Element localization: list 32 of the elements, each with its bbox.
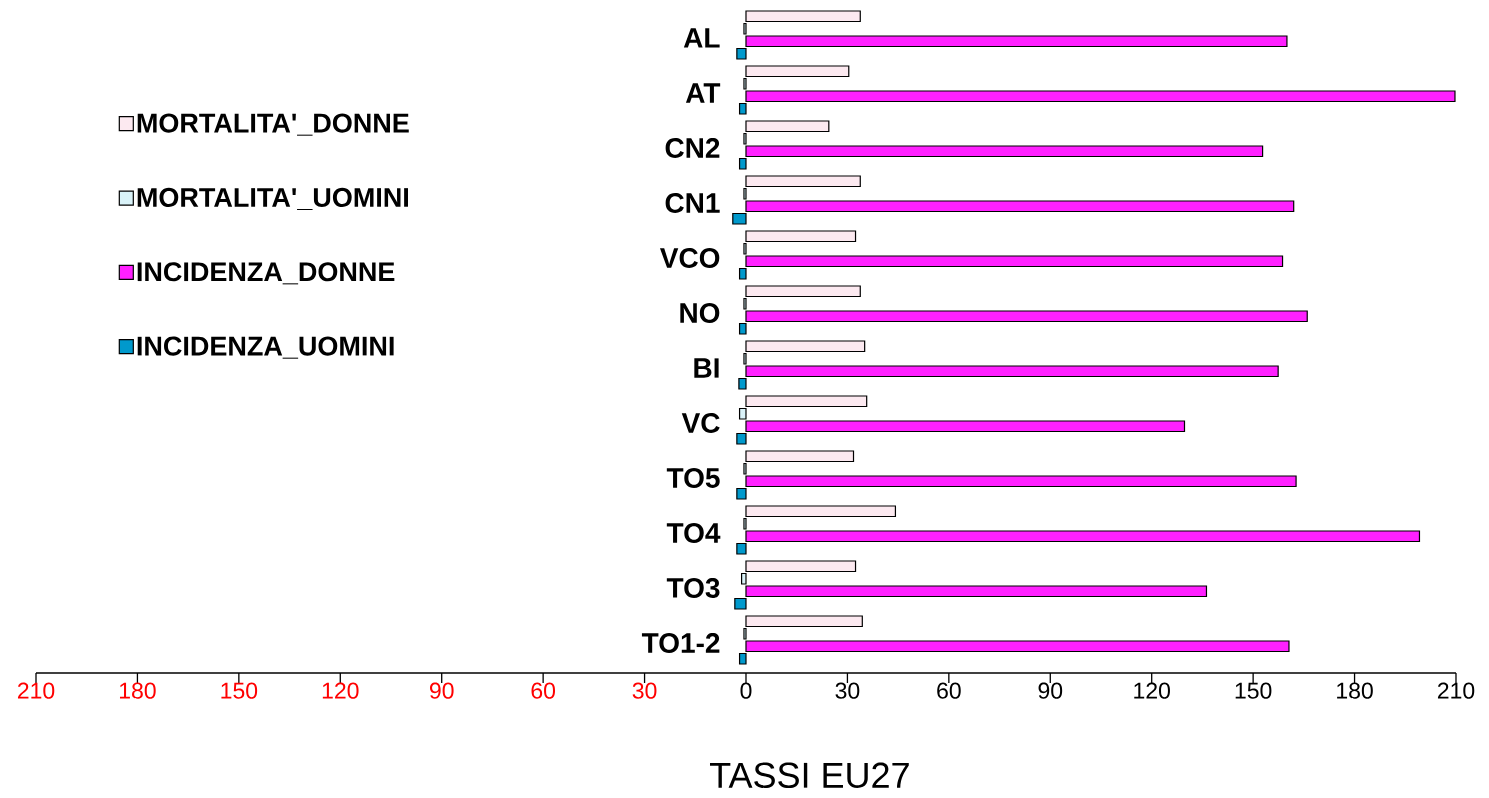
x-tick-label: 0 [740, 682, 752, 699]
y-tick-label: BI [694, 358, 719, 378]
legend-label: MORTALITA'_DONNE [137, 113, 409, 136]
legend-label: INCIDENZA_UOMINI [137, 336, 394, 359]
y-tick-label: AL [683, 28, 720, 48]
x-tick-label: 210 [1437, 682, 1475, 699]
y-tick-label: TO3 [666, 578, 720, 598]
y-tick-label: AT [685, 83, 721, 103]
y-tick-label: VCO [659, 248, 720, 268]
x-tick-label: 90 [1038, 682, 1063, 699]
x-tick-label: 90 [430, 682, 454, 699]
x-tick-label: 180 [119, 682, 156, 699]
y-tick-label: TO1-2 [641, 633, 720, 653]
x-tick-label: 150 [221, 682, 258, 699]
y-tick-label: CN2 [665, 138, 720, 158]
y-tick-label: NO [680, 303, 720, 323]
x-tick-label: 30 [632, 682, 657, 699]
x-tick-label: 30 [835, 682, 860, 699]
y-tick-label: TO5 [666, 468, 720, 488]
y-tick-label: CN1 [665, 193, 720, 213]
x-tick-label: 120 [1134, 682, 1170, 699]
legend-label: MORTALITA'_UOMINI [137, 187, 409, 211]
x-tick-label: 210 [17, 682, 55, 699]
x-tick-label: 60 [531, 682, 556, 699]
legend-label: INCIDENZA_DONNE [137, 262, 395, 285]
x-tick-label: 150 [1235, 682, 1272, 699]
x-tick-label: 60 [937, 682, 961, 699]
x-tick-label: 120 [322, 682, 359, 699]
y-tick-label: TO4 [666, 523, 721, 543]
x-tick-label: 180 [1337, 682, 1373, 699]
x-axis-title: TASSI EU27 [710, 762, 909, 789]
y-tick-label: VC [681, 413, 720, 433]
